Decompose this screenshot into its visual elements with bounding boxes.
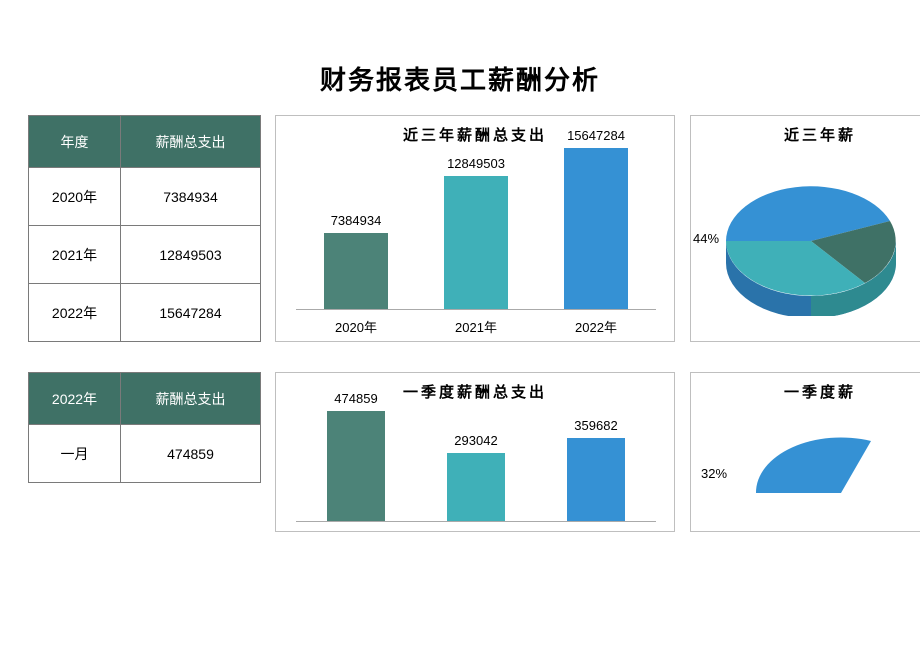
bar-value-label: 7384934 xyxy=(331,213,382,228)
q1-table-header-amount: 薪酬总支出 xyxy=(121,373,261,425)
annual-table: 年度 薪酬总支出 2020年 7384934 2021年 12849503 20… xyxy=(28,115,261,342)
pie-slice-label: 32% xyxy=(701,466,727,481)
bar xyxy=(324,233,388,309)
cell-year: 2022年 xyxy=(29,284,121,342)
bar xyxy=(327,411,385,521)
x-axis-line xyxy=(296,309,656,310)
cell-year: 2021年 xyxy=(29,226,121,284)
bar-value-label: 293042 xyxy=(454,433,497,448)
cell-amount: 12849503 xyxy=(121,226,261,284)
bar xyxy=(444,176,508,309)
cell-amount: 474859 xyxy=(121,425,261,483)
bar-value-label: 474859 xyxy=(334,391,377,406)
x-axis-category: 2022年 xyxy=(575,317,617,336)
q1-pie-chart-title: 一季度薪 xyxy=(691,381,920,402)
annual-pie-chart: 近三年薪 44% xyxy=(690,115,920,342)
cell-amount: 7384934 xyxy=(121,168,261,226)
table-row: 2022年 15647284 xyxy=(29,284,261,342)
table-row: 一月 474859 xyxy=(29,425,261,483)
annual-table-header-amount: 薪酬总支出 xyxy=(121,116,261,168)
bar xyxy=(564,148,628,309)
q1-table: 2022年 薪酬总支出 一月 474859 xyxy=(28,372,261,483)
cell-month: 一月 xyxy=(29,425,121,483)
pie-top-svg xyxy=(691,116,920,321)
q1-pie-chart: 一季度薪 32% xyxy=(690,372,920,532)
bar-value-label: 15647284 xyxy=(567,128,625,143)
x-axis-category: 2020年 xyxy=(335,317,377,336)
bar xyxy=(567,438,625,521)
table-row: 2021年 12849503 xyxy=(29,226,261,284)
annual-bar-chart: 近三年薪酬总支出 73849342020年128495032021年156472… xyxy=(275,115,675,342)
bar-value-label: 12849503 xyxy=(447,156,505,171)
pie-slice-label: 44% xyxy=(693,231,719,246)
bar-value-label: 359682 xyxy=(574,418,617,433)
x-axis-line xyxy=(296,521,656,522)
q1-bar-chart: 一季度薪酬总支出 474859293042359682 xyxy=(275,372,675,532)
cell-amount: 15647284 xyxy=(121,284,261,342)
x-axis-category: 2021年 xyxy=(455,317,497,336)
page-title: 财务报表员工薪酬分析 xyxy=(0,60,920,97)
annual-table-header-year: 年度 xyxy=(29,116,121,168)
cell-year: 2020年 xyxy=(29,168,121,226)
pie-bottom-svg xyxy=(731,423,920,538)
bar xyxy=(447,453,505,521)
table-row: 2020年 7384934 xyxy=(29,168,261,226)
q1-table-header-year: 2022年 xyxy=(29,373,121,425)
